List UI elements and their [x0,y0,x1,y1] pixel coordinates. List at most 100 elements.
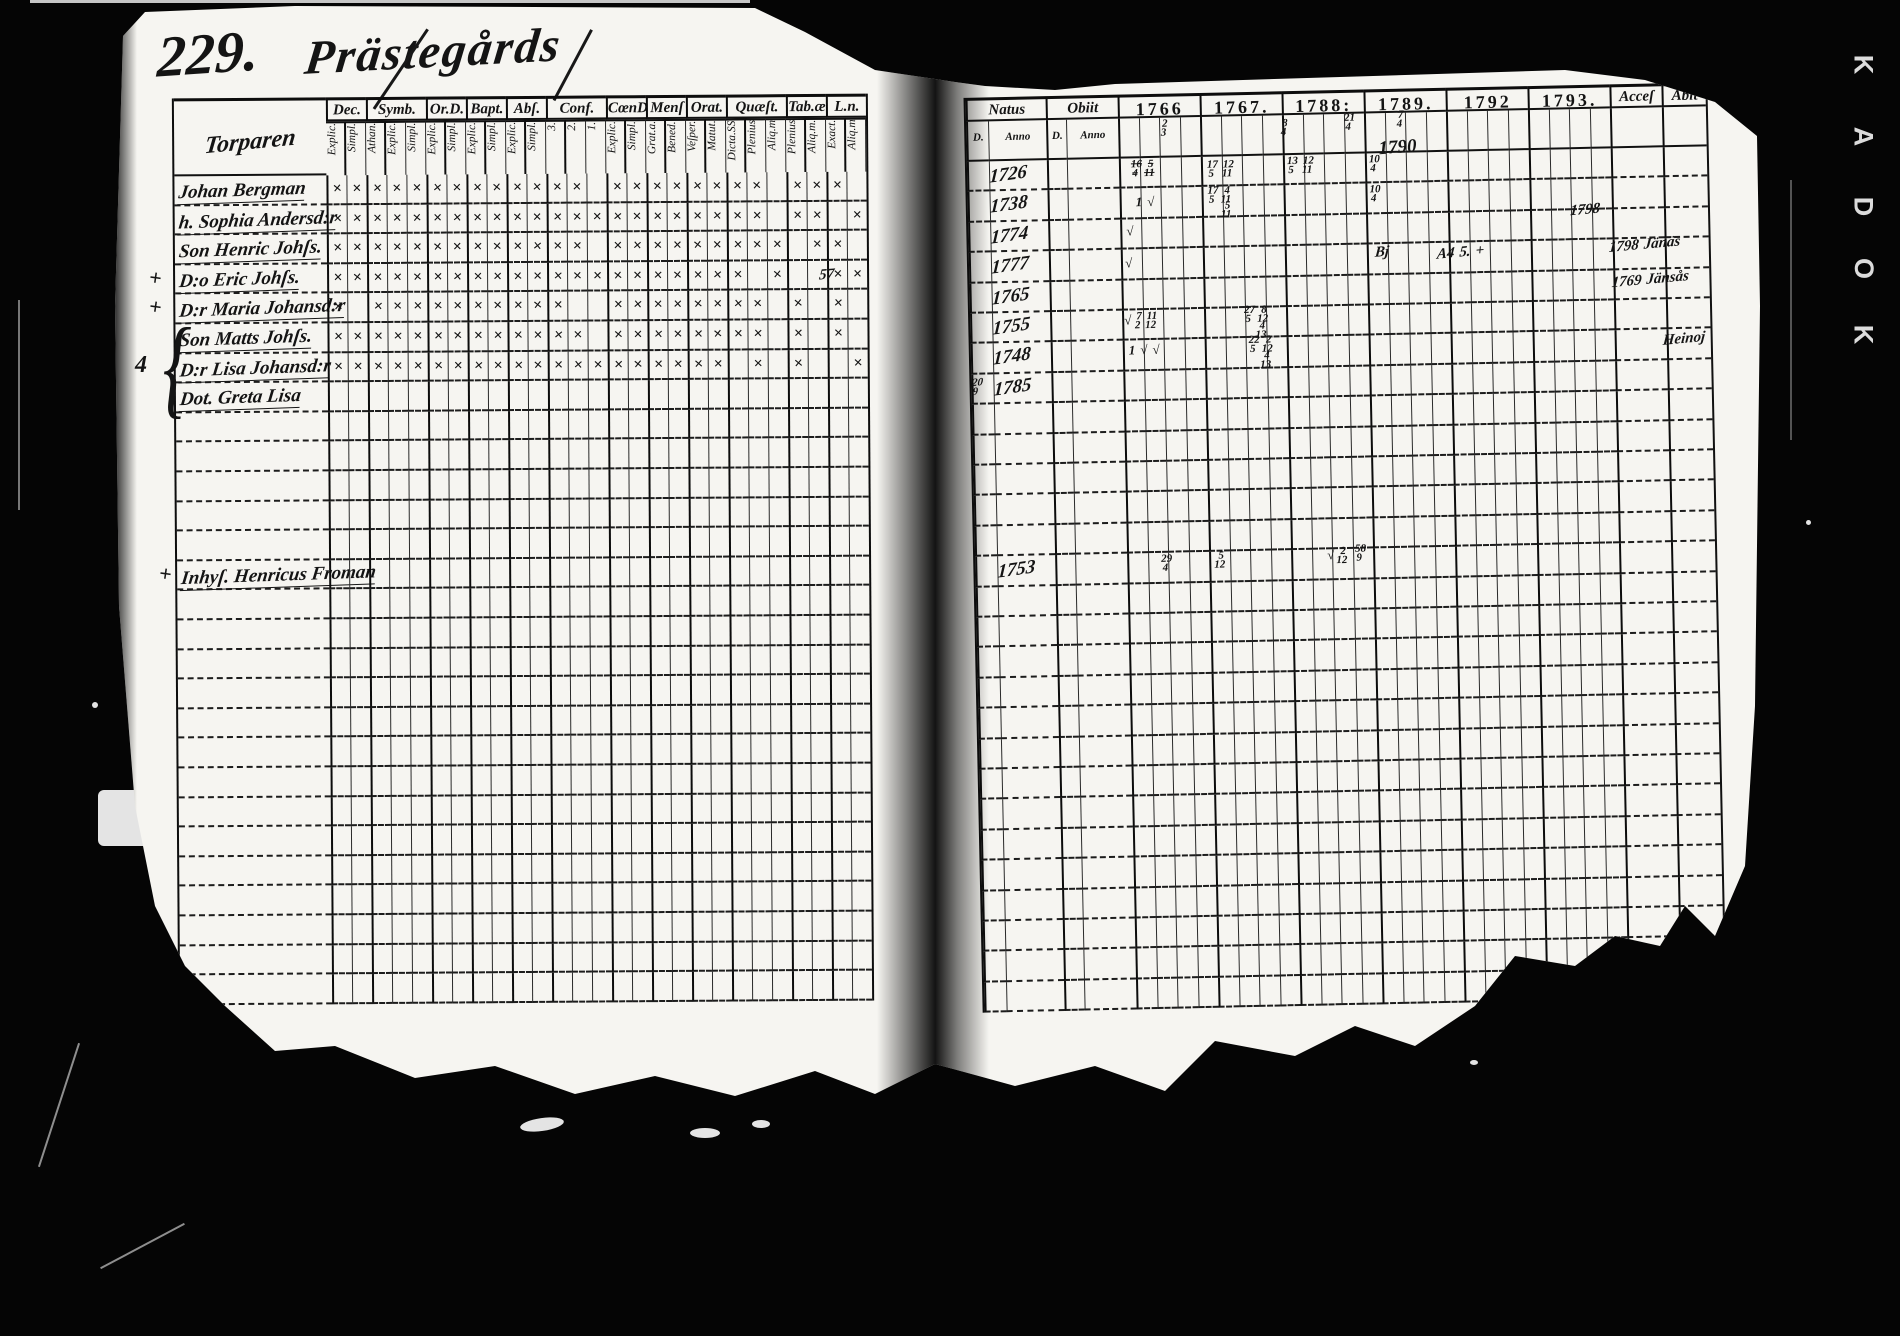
grid-cell [548,469,569,500]
grid-cell [1447,181,1469,213]
grid-cell [329,678,351,709]
grid-cell [1410,364,1432,396]
grid-cell [1062,919,1084,951]
grid-cell [1359,882,1381,914]
grid-cell [1426,182,1449,213]
grid-cell [591,972,613,1003]
grid-cell [1482,880,1504,912]
attendance-note: Bj [1374,243,1390,262]
x-mark: × [532,208,542,226]
grid-cell [1449,272,1471,304]
grid-cell [351,944,372,975]
x-mark: × [613,325,624,344]
grid-cell [630,735,651,766]
grid-cell [1056,615,1078,647]
grid-cell [851,970,873,1001]
grid-cell [1493,424,1515,455]
x-mark: × [533,326,543,344]
grid-cell [428,470,449,501]
birth-year: 1726 [988,161,1028,188]
grid-cell [1471,333,1493,365]
grid-cell [1173,826,1195,857]
grid-cell [770,793,791,824]
grid-cell [1264,246,1286,278]
x-mark: × [472,238,484,256]
column-subheader: Simpl. [446,120,467,175]
grid-cell [1075,584,1129,616]
grid-cell [1458,728,1480,760]
x-mark: × [793,325,804,343]
x-mark: × [512,208,524,227]
grid-cell [1366,213,1388,245]
grid-cell [531,913,552,944]
grid-cell [371,855,392,886]
grid-cell [1361,974,1383,1005]
x-mark: × [571,207,583,226]
names-cell: Johan Bergman [174,175,327,207]
grid-cell [1553,361,1575,393]
grid-cell [629,676,651,707]
grid-cell [670,794,691,825]
grid-cell [1530,240,1552,272]
names-cell [176,412,329,443]
names-cell [176,530,330,562]
x-mark: × [672,177,682,195]
grid-cell [710,705,731,736]
grid-cell: × [586,262,608,292]
x-mark: × [452,238,463,256]
grid-cell: × [707,290,728,321]
x-mark: × [392,238,403,257]
grid-cell [1580,665,1602,697]
grid-cell [431,914,452,945]
grid-cell [411,855,432,886]
grid-cell: × [686,172,707,203]
x-mark: × [451,208,463,227]
names-cell: Son Henric Johſs. [174,234,328,266]
birth-year: 1774 [989,221,1029,249]
grid-cell: × [487,262,508,293]
grid-cell [1420,851,1442,883]
x-mark: × [632,207,643,225]
grid-cell [1140,218,1162,250]
grid-cell [1141,248,1163,280]
grid-cell [671,942,692,973]
grid-cell [751,912,772,943]
grid-cell [1583,787,1605,818]
x-mark: × [672,266,683,285]
names-cell [179,885,332,917]
birth-year-value: 1748 [991,343,1052,375]
x-mark: × [753,354,764,373]
grid-cell [1050,311,1071,343]
grid-cell [349,589,370,620]
grid-cell [1243,216,1265,248]
grid-cell [770,704,791,735]
grid-cell [748,497,769,528]
x-mark: × [392,327,404,346]
grid-cell [810,763,831,794]
grid-cell [410,766,431,797]
grid-cell [850,704,871,735]
fraction-mark: 4 13 [1260,349,1272,372]
grid-cell [588,528,610,559]
grid-cell: × [607,291,628,322]
year-column-header: Abit [1661,82,1706,108]
grid-cell: × [487,322,508,352]
grid-cell [529,588,550,618]
column-subheader: Simpl. [346,121,367,176]
column-subheader: Bened. [665,118,687,173]
grid-cell [1453,455,1475,487]
grid-cell: × [706,202,727,232]
birth-year-value: 1755 [990,312,1051,344]
grid-cell [1385,183,1408,214]
grid-cell [1553,331,1575,363]
grid-cell [329,648,350,679]
grid-cell: × [387,352,408,383]
grid-cell [1326,275,1348,307]
grid-cell [430,707,451,738]
grid-cell: × [546,203,567,234]
header-subcell [1220,116,1242,157]
grid-cell [668,409,689,440]
grid-cell [488,440,509,471]
grid-cell [1155,948,1177,979]
